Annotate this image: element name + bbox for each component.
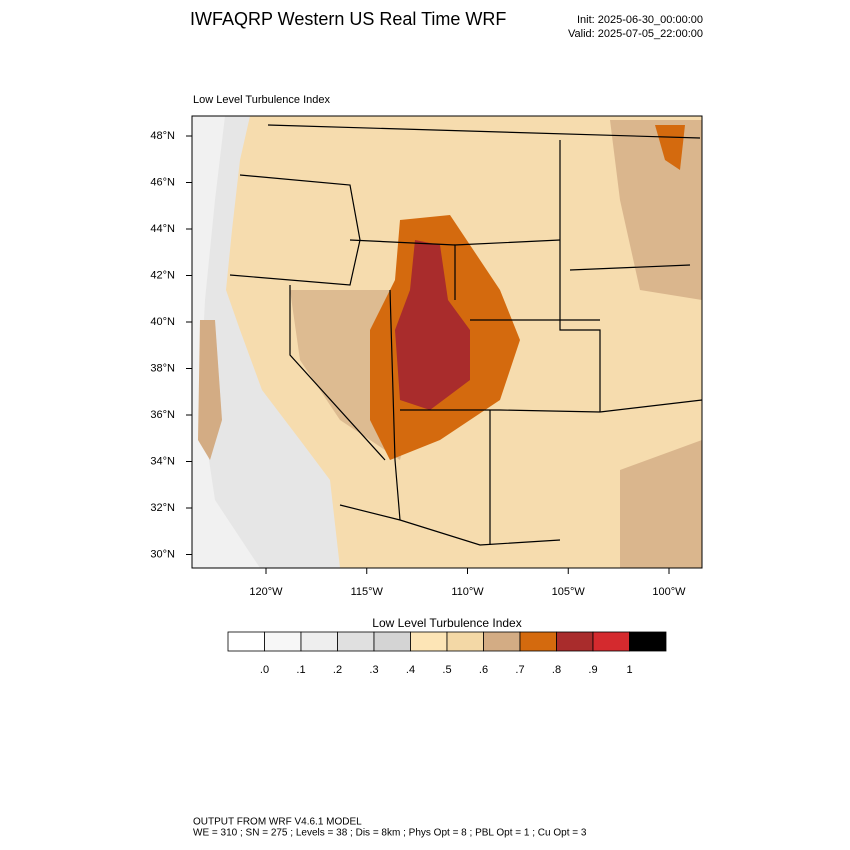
- lat-label: 46°N: [150, 176, 175, 188]
- colorbar-box: [629, 631, 667, 652]
- lon-labels: 120°W 115°W 110°W 105°W 100°W: [249, 568, 686, 598]
- lon-label: 105°W: [552, 586, 586, 598]
- colorbar-box: [373, 631, 411, 652]
- borders: [229, 124, 703, 546]
- lon-label: 120°W: [249, 586, 283, 598]
- colorbar-box: [264, 631, 302, 652]
- colorbar-box: [227, 631, 265, 652]
- colorbar-label: .1: [296, 664, 305, 676]
- terrain: [620, 440, 702, 568]
- colorbar-box: [300, 631, 338, 652]
- map: [191, 115, 703, 569]
- colorbar-label: .9: [588, 664, 597, 676]
- turbulence-high: [655, 125, 685, 170]
- colorbar-label: .4: [406, 664, 415, 676]
- ocean-far: [192, 116, 260, 568]
- colorbar-label: .3: [369, 664, 378, 676]
- lat-label: 44°N: [150, 223, 175, 235]
- lat-label: 34°N: [150, 455, 175, 467]
- footer-line: WE = 310 ; SN = 275 ; Levels = 38 ; Dis …: [193, 828, 587, 839]
- lon-label: 115°W: [351, 586, 384, 598]
- colorbar-label: .6: [479, 664, 488, 676]
- map-subtitle: Low Level Turbulence Index: [193, 94, 330, 106]
- colorbar-title: Low Level Turbulence Index: [372, 616, 521, 630]
- colorbar-box: [519, 631, 557, 652]
- lon-label: 100°W: [652, 586, 686, 598]
- colorbar-label: 1: [626, 664, 632, 676]
- colorbar-box: [410, 631, 448, 652]
- colorbar-label: .8: [552, 664, 561, 676]
- colorbar-label: .5: [442, 664, 451, 676]
- valid-time: Valid: 2025-07-05_22:00:00: [568, 28, 703, 40]
- lat-label: 30°N: [150, 548, 175, 560]
- lat-label: 36°N: [150, 409, 175, 421]
- map-frame: [191, 115, 703, 569]
- turbulence-max: [395, 240, 470, 410]
- lat-label: 32°N: [150, 502, 175, 514]
- lat-labels: 48°N 46°N 44°N 42°N 40°N 38°N 36°N 34°N 32°N 30°N: [150, 130, 192, 560]
- lat-label: 40°N: [150, 316, 175, 328]
- footer-line: OUTPUT FROM WRF V4.6.1 MODEL: [193, 817, 362, 828]
- colorbar-box: [483, 631, 521, 652]
- title: IWFAQRP Western US Real Time WRF: [190, 9, 506, 29]
- ocean: [192, 116, 340, 568]
- colorbar-box: [337, 631, 375, 652]
- colorbar-label: .0: [260, 664, 269, 676]
- colorbar-label: .7: [515, 664, 524, 676]
- colorbar-label: .2: [333, 664, 342, 676]
- colorbar: .0 .1 .2 .3 .4 .5 .6 .7 .8 .9 1: [227, 631, 667, 676]
- colorbar-box: [592, 631, 630, 652]
- colorbar-box: [556, 631, 594, 652]
- lat-label: 42°N: [150, 269, 175, 281]
- colorbar-box: [446, 631, 484, 652]
- terrain: [198, 320, 222, 460]
- lon-label: 110°W: [451, 586, 484, 598]
- lat-label: 38°N: [150, 362, 175, 374]
- init-time: Init: 2025-06-30_00:00:00: [577, 14, 703, 26]
- lat-label: 48°N: [150, 130, 175, 142]
